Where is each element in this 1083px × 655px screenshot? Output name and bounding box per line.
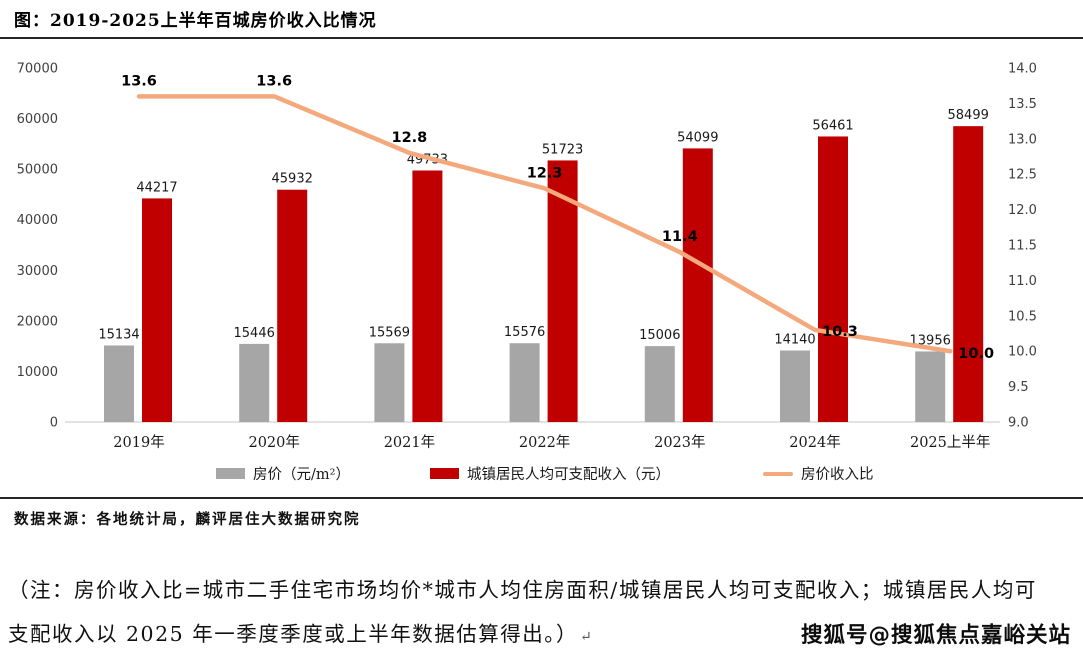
right-axis-tick: 10.5 [1008, 309, 1037, 324]
line-point-label: 10.3 [822, 324, 858, 340]
bar-series-1 [818, 136, 848, 422]
bar-value-label: 15446 [234, 326, 275, 341]
bar-value-label: 51723 [542, 142, 583, 157]
bar-value-label: 15134 [98, 327, 139, 342]
note-line-2: 支配收入以 2025 年一季度季度或上半年数据估算得出。） [8, 622, 578, 646]
right-axis-tick: 9.0 [1008, 416, 1029, 431]
bar-series-0 [509, 343, 540, 422]
right-axis-tick: 12.5 [1008, 168, 1037, 183]
legend-item-house-price: 房价（元/m²） [216, 463, 350, 484]
red-bar-swatch-icon [430, 468, 459, 479]
left-axis-tick: 60000 [17, 112, 58, 127]
bar-value-label: 56461 [812, 118, 853, 133]
bar-value-label: 44217 [136, 180, 177, 195]
right-axis-tick: 11.0 [1008, 274, 1037, 289]
x-axis-category-label: 2023年 [654, 434, 705, 451]
paragraph-return-mark: ↵ [579, 629, 592, 645]
line-point-label: 13.6 [256, 73, 292, 89]
bar-value-label: 14140 [774, 332, 815, 347]
left-axis-tick: 70000 [17, 62, 58, 77]
bar-value-label: 15576 [504, 325, 545, 340]
orange-line-swatch-icon [763, 471, 793, 476]
x-axis-category-label: 2019年 [113, 434, 164, 451]
bar-series-1 [142, 198, 172, 422]
left-axis-tick: 30000 [17, 264, 58, 279]
bar-series-1 [682, 148, 713, 422]
bar-series-1 [277, 189, 308, 422]
right-axis-tick: 11.5 [1008, 239, 1037, 254]
bar-series-1 [953, 126, 984, 422]
gray-bar-swatch-icon [216, 468, 245, 479]
legend-item-price-income-ratio: 房价收入比 [763, 463, 874, 484]
right-axis-tick: 9.5 [1008, 380, 1029, 395]
line-point-label: 10.0 [958, 346, 994, 362]
bar-series-0 [780, 350, 810, 422]
data-source: 数据来源：各地统计局，麟评居住大数据研究院 [14, 511, 361, 528]
line-point-label: 12.3 [527, 165, 563, 181]
left-axis-tick: 10000 [17, 365, 58, 380]
note-text: （注：房价收入比=城市二手住宅市场均价*城市人均住房面积/城镇居民人均可支配收入… [8, 568, 1080, 655]
left-axis-tick: 0 [50, 416, 58, 431]
line-point-label: 13.6 [121, 73, 157, 89]
bar-series-0 [915, 351, 946, 422]
x-axis-category-label: 2021年 [384, 434, 435, 451]
chart-svg: 0 10000 20000 30000 40000 50000 60000 70000 9.0 9… [17, 62, 1037, 452]
bar-value-label: 58499 [948, 108, 989, 123]
bar-value-label: 15569 [369, 325, 410, 340]
bar-value-label: 45932 [272, 172, 313, 187]
note-line-1: （注：房价收入比=城市二手住宅市场均价*城市人均住房面积/城镇居民人均可支配收入… [8, 578, 1037, 602]
bar-series-0 [104, 345, 134, 422]
bar-series-1 [412, 170, 443, 422]
right-axis-tick: 10.0 [1008, 345, 1037, 360]
right-axis-tick: 12.0 [1008, 203, 1037, 218]
bar-series-0 [644, 346, 675, 422]
right-axis-tick: 14.0 [1008, 62, 1037, 77]
ratio-line [136, 94, 953, 354]
x-axis-category-label: 2020年 [248, 434, 299, 451]
right-axis-tick: 13.0 [1008, 132, 1037, 147]
legend-label: 房价收入比 [801, 467, 874, 483]
x-axis-category-label: 2025上半年 [910, 434, 990, 451]
x-axis-category-label: 2024年 [789, 434, 840, 451]
chart-region: 0 10000 20000 30000 40000 50000 60000 70000 9.0 9… [0, 40, 1083, 460]
x-axis-category-label: 2022年 [519, 434, 570, 451]
legend-item-disposable-income: 城镇居民人均可支配收入（元） [430, 463, 670, 484]
left-axis-tick: 20000 [17, 314, 58, 329]
title-divider [0, 37, 1083, 39]
line-point-label: 12.8 [392, 130, 428, 146]
right-axis-tick: 13.5 [1008, 97, 1037, 112]
bar-series-0 [239, 343, 270, 422]
legend-label: 城镇居民人均可支配收入（元） [467, 467, 670, 483]
line-point-label: 11.4 [662, 229, 698, 245]
chart-legend: 房价（元/m²） 城镇居民人均可支配收入（元） 房价收入比 [0, 463, 1083, 483]
legend-label: 房价（元/m²） [253, 467, 350, 483]
chart-footer-divider [0, 497, 1083, 499]
left-axis-tick: 50000 [17, 163, 58, 178]
left-axis-tick: 40000 [17, 213, 58, 228]
watermark: 搜狐号@搜狐焦点嘉峪关站 [800, 623, 1071, 648]
chart-title: 图：2019-2025上半年百城房价收入比情况 [14, 11, 377, 31]
bar-value-label: 15006 [639, 328, 680, 343]
bar-series-0 [374, 343, 405, 422]
bar-value-label: 54099 [677, 130, 718, 145]
